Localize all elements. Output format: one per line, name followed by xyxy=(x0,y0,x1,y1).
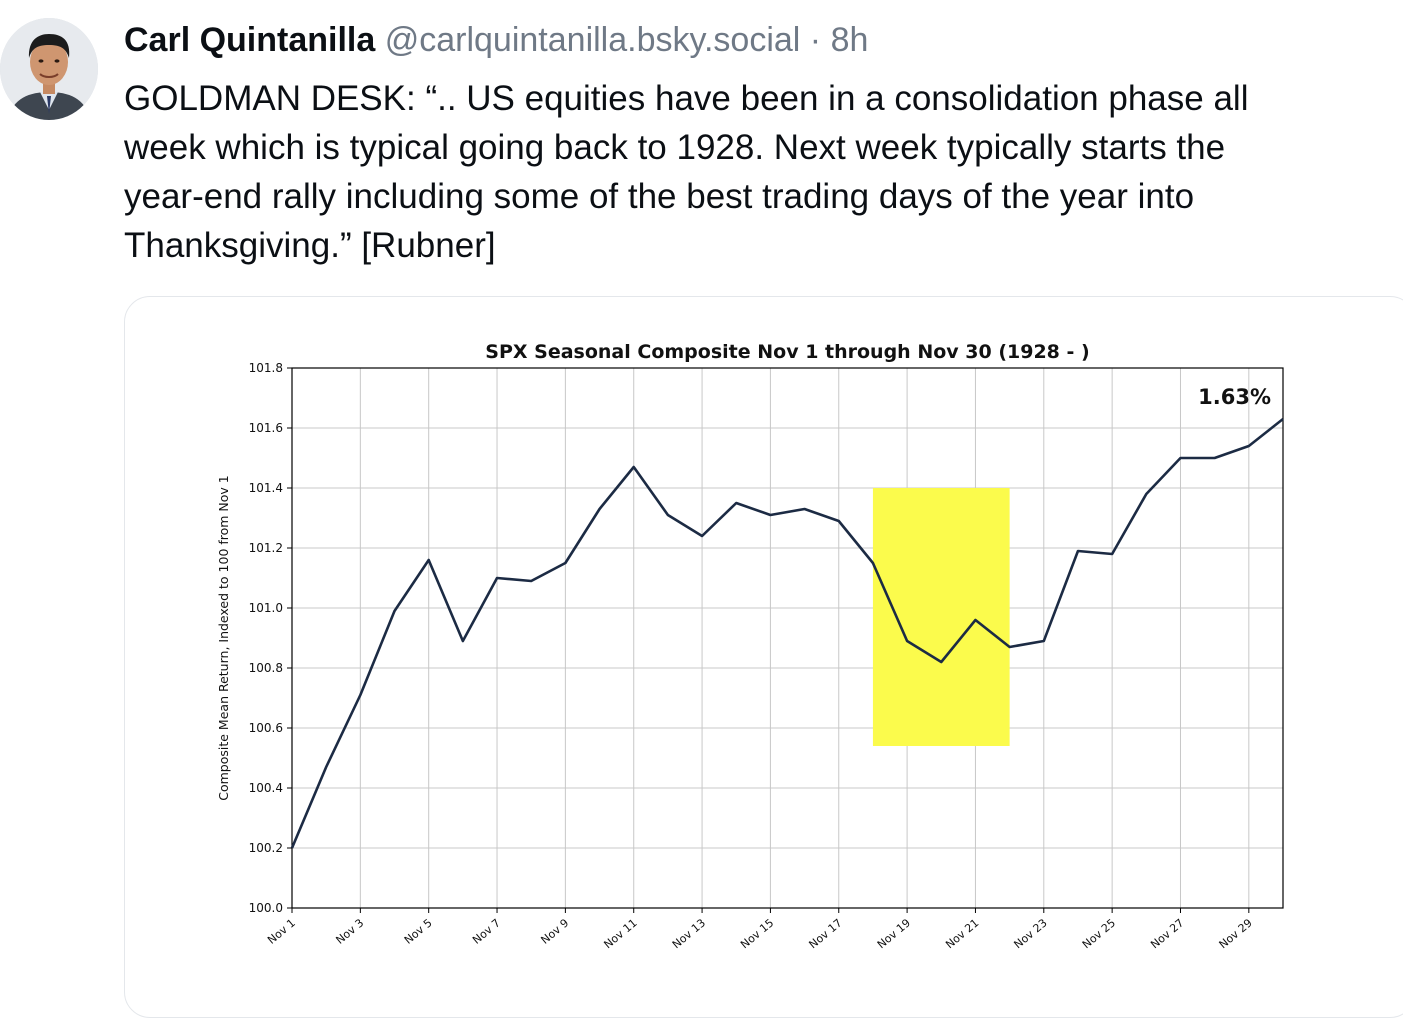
series-line xyxy=(290,417,1284,849)
y-tick-label: 101.4 xyxy=(249,481,283,495)
y-tick-label: 101.0 xyxy=(249,601,283,615)
header-separator: · xyxy=(809,21,822,59)
y-tick-label: 101.6 xyxy=(249,421,283,435)
y-tick-label: 100.6 xyxy=(249,721,283,735)
chart-title: SPX Seasonal Composite Nov 1 through Nov… xyxy=(485,341,1089,363)
y-tick-label: 101.2 xyxy=(249,541,283,555)
avatar-portrait xyxy=(0,18,98,120)
y-axis-label: Composite Mean Return, Indexed to 100 fr… xyxy=(216,475,231,801)
avatar[interactable] xyxy=(0,18,98,120)
x-tick-label: Nov 29 xyxy=(1217,916,1255,951)
x-tick-label: Nov 7 xyxy=(470,916,503,947)
x-tick-label: Nov 19 xyxy=(875,916,913,951)
x-tick-label: Nov 15 xyxy=(738,916,776,951)
y-tick-label: 100.2 xyxy=(249,841,283,855)
x-tick-label: Nov 5 xyxy=(402,916,435,947)
highlight-box xyxy=(872,488,1010,746)
y-tick-label: 100.0 xyxy=(249,901,283,915)
author-name[interactable]: Carl Quintanilla xyxy=(124,21,376,59)
x-tick-label: Nov 1 xyxy=(265,916,298,947)
image-embed-card[interactable]: 100.0 100.2 100.4 100.6 100.8 101.0 101.2 101.4… xyxy=(124,296,1403,1018)
post-text-line: week which is typical going back to 1928… xyxy=(124,128,1226,167)
x-tick-label: Nov 17 xyxy=(806,916,844,951)
x-tick-label: Nov 21 xyxy=(943,916,981,951)
post-header: Carl Quintanilla @carlquintanilla.bsky.s… xyxy=(124,18,868,62)
plot-frame xyxy=(291,367,1284,909)
post-text: GOLDMAN DESK: “.. US equities have been … xyxy=(124,74,1399,270)
post-text-line: Thanksgiving.” [Rubner] xyxy=(124,226,496,265)
post-text-line: GOLDMAN DESK: “.. US equities have been … xyxy=(124,79,1249,118)
y-tick-label: 100.4 xyxy=(249,781,283,795)
x-tick-label: Nov 3 xyxy=(333,916,366,947)
y-tick-label: 100.8 xyxy=(249,661,283,675)
y-tick-label: 101.8 xyxy=(249,361,283,375)
x-tick-label: Nov 9 xyxy=(538,916,571,947)
author-handle[interactable]: @carlquintanilla.bsky.social xyxy=(384,21,801,59)
x-tick-label: Nov 27 xyxy=(1148,916,1186,951)
seasonal-chart: 100.0 100.2 100.4 100.6 100.8 101.0 101.2 101.4… xyxy=(216,341,1284,951)
x-tick-label: Nov 23 xyxy=(1012,916,1050,951)
x-tick-label: Nov 11 xyxy=(601,916,639,951)
x-tick-label: Nov 25 xyxy=(1080,916,1118,951)
x-tick-label: Nov 13 xyxy=(670,916,708,951)
post-timestamp[interactable]: 8h xyxy=(830,21,869,59)
chart-annotation: 1.63% xyxy=(1198,385,1271,409)
post-text-line: year-end rally including some of the bes… xyxy=(124,177,1195,216)
